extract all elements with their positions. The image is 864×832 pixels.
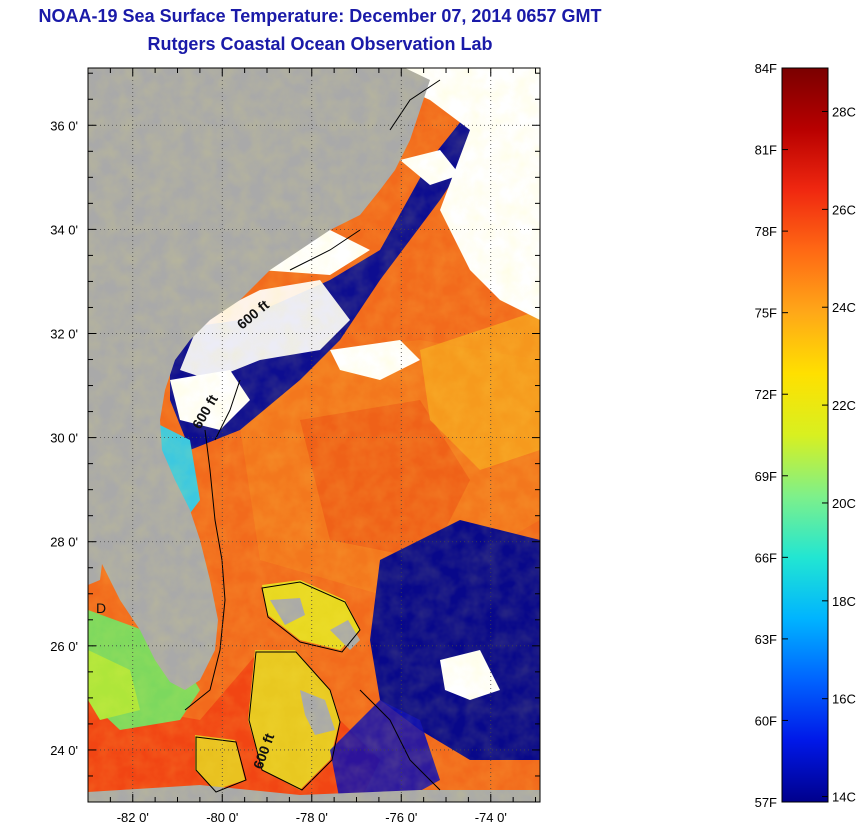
colorbar-label-f: 72F [755, 387, 777, 402]
colorbar-label-c: 24C [832, 300, 856, 315]
map-frame [87, 67, 541, 803]
longitude-labels: -82 0' -80 0' -78 0' -76 0' -74 0' [117, 810, 507, 825]
longitude-label: -76 0' [385, 810, 417, 825]
latitude-label: 30 0' [50, 431, 78, 446]
contour-bahama-bank-north [261, 581, 361, 653]
contour-florida-shelf [184, 429, 226, 711]
colorbar-fahrenheit-labels: 84F 81F 78F 75F 72F 69F 66F 63F 60F 57F [755, 61, 777, 810]
colorbar-label-f: 60F [755, 713, 777, 728]
longitude-label: -82 0' [117, 810, 149, 825]
bathymetry-contours [184, 79, 441, 793]
latitude-label: 28 0' [50, 535, 78, 550]
colorbar-label-c: 28C [832, 104, 856, 119]
latitude-label: 36 0' [50, 118, 78, 133]
contour-bahama-bank-west [195, 736, 247, 793]
map-frame-ticks [88, 68, 540, 802]
latitude-label: 26 0' [50, 639, 78, 654]
map-subtitle: Rutgers Coastal Ocean Observation Lab [147, 34, 493, 54]
colorbar-label-f: 66F [755, 550, 777, 565]
latitude-labels: 36 0' 34 0' 32 0' 30 0' 28 0' 26 0' 24 0' [50, 118, 78, 758]
contour-bahama-bank-south [248, 651, 341, 791]
colorbar-label-c: 16C [832, 692, 856, 707]
colorbar-label-c: 22C [832, 398, 856, 413]
colorbar-ticks [782, 67, 828, 803]
colorbar-label-f: 75F [755, 306, 777, 321]
contour-georgia-shelf [214, 379, 241, 441]
colorbar-label-c: 18C [832, 594, 856, 609]
speckle-texture [88, 68, 540, 802]
colorbar-label-f: 81F [755, 143, 777, 158]
colorbar-label-f: 78F [755, 224, 777, 239]
graticule [88, 68, 540, 802]
inset-letter: D [96, 600, 106, 616]
latitude-label: 32 0' [50, 326, 78, 341]
longitude-label: -80 0' [206, 810, 238, 825]
longitude-label: -78 0' [296, 810, 328, 825]
colorbar-label-f: 63F [755, 632, 777, 647]
colorbar-label-c: 26C [832, 202, 856, 217]
latitude-label: 24 0' [50, 743, 78, 758]
colorbar-label-c: 20C [832, 496, 856, 511]
colorbar [781, 67, 829, 803]
map-title: NOAA-19 Sea Surface Temperature: Decembe… [38, 6, 602, 26]
latitude-label: 34 0' [50, 222, 78, 237]
colorbar-label-f: 69F [755, 469, 777, 484]
colorbar-label-c: 14C [832, 790, 856, 805]
contour-old-bahama-channel [359, 689, 441, 791]
colorbar-celsius-labels: 28C 26C 24C 22C 20C 18C 16C 14C [832, 104, 856, 804]
contour-carolina-shelf [289, 229, 361, 271]
map-area: 600 ft 600 ft 600 ft D [88, 68, 540, 802]
contour-hatteras [389, 79, 441, 131]
colorbar-label-f: 57F [755, 795, 777, 810]
longitude-label: -74 0' [475, 810, 507, 825]
colorbar-label-f: 84F [755, 61, 777, 76]
